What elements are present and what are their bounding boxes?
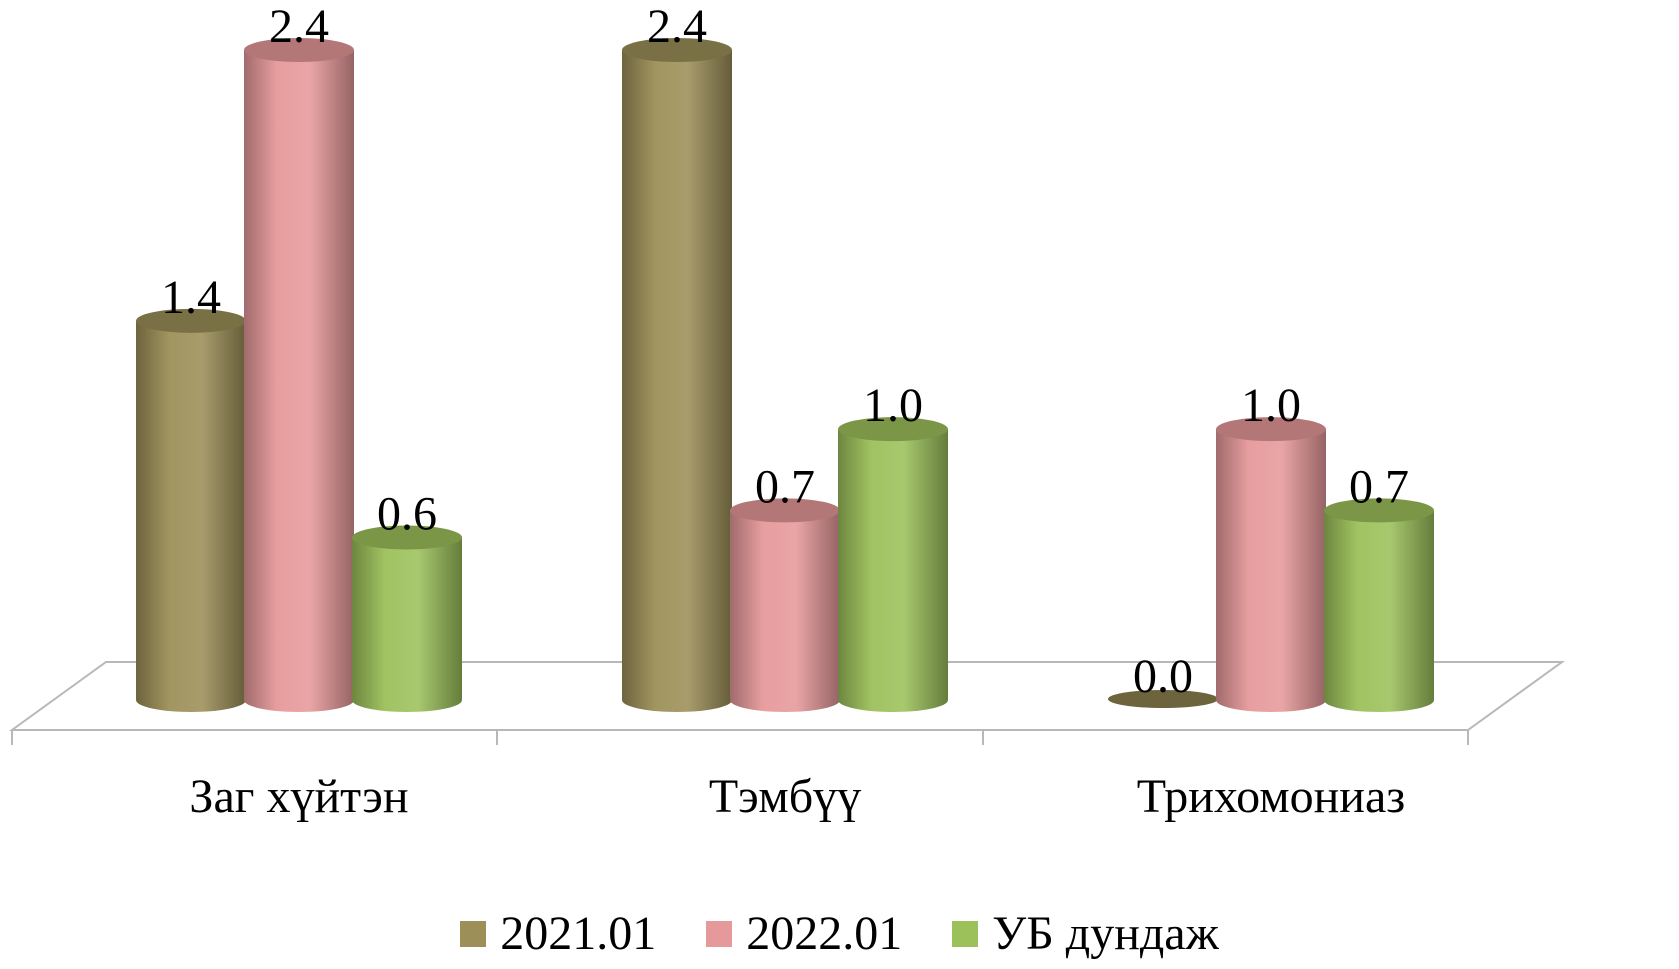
legend-item-2021: 2021.01	[460, 906, 656, 961]
category-label: Заг хүйтэн	[189, 770, 408, 823]
data-labels-group: 1.4 2.4 0.6 2.4 0.7 1.0 0.0 1.0 0.7	[161, 0, 1409, 703]
bar-1-2	[622, 38, 732, 712]
legend-label-2022: 2022.01	[746, 907, 903, 960]
bar-1-1	[136, 308, 246, 712]
data-label: 1.4	[161, 271, 221, 324]
legend-swatch-2022	[706, 920, 733, 947]
bar-top	[352, 525, 462, 550]
bar-body	[136, 320, 246, 712]
bar-3-2	[838, 417, 948, 712]
category-axis: Заг хүйтэн Тэмбүү Трихомониаз	[189, 770, 1405, 823]
bar-body	[1216, 429, 1326, 712]
bars-group	[136, 38, 1434, 712]
legend-label-2021: 2021.01	[500, 907, 657, 960]
data-label: 0.0	[1133, 650, 1193, 703]
bar-body	[1324, 510, 1434, 712]
bar-body	[730, 510, 840, 712]
bar-top	[1324, 498, 1434, 523]
bar-3-1	[352, 525, 462, 712]
data-label: 0.7	[1349, 460, 1409, 513]
data-label: 0.6	[377, 488, 437, 541]
data-label: 1.0	[863, 379, 923, 432]
bar-2-2	[730, 498, 840, 712]
bar-3-3	[1324, 498, 1434, 712]
legend-swatch-2021	[460, 920, 487, 947]
bar-1-3	[1108, 690, 1218, 708]
bar-top	[1216, 417, 1326, 442]
data-label: 1.0	[1241, 379, 1301, 432]
category-label: Трихомониаз	[1137, 770, 1405, 823]
bar-body	[622, 50, 732, 712]
bar-top	[730, 498, 840, 523]
bar-2-3	[1216, 417, 1326, 712]
legend-item-ub-average: УБ дундаж	[952, 906, 1219, 961]
bar-2-1	[244, 38, 354, 712]
bar-top	[1108, 690, 1218, 708]
data-label: 2.4	[647, 0, 707, 53]
bar-body	[838, 429, 948, 712]
legend-item-2022: 2022.01	[706, 906, 902, 961]
data-label: 2.4	[269, 0, 329, 53]
bar-body	[244, 50, 354, 712]
data-label: 0.7	[755, 460, 815, 513]
legend-swatch-ub-average	[952, 920, 979, 947]
category-label: Тэмбүү	[709, 770, 861, 823]
legend-label-ub-average: УБ дундаж	[992, 907, 1219, 960]
bar-top	[136, 308, 246, 333]
bar-top	[622, 38, 732, 62]
bar-body	[352, 537, 462, 712]
legend: 2021.01 2022.01 УБ дундаж	[0, 906, 1679, 961]
bar-top	[244, 38, 354, 62]
bar-top	[838, 417, 948, 442]
